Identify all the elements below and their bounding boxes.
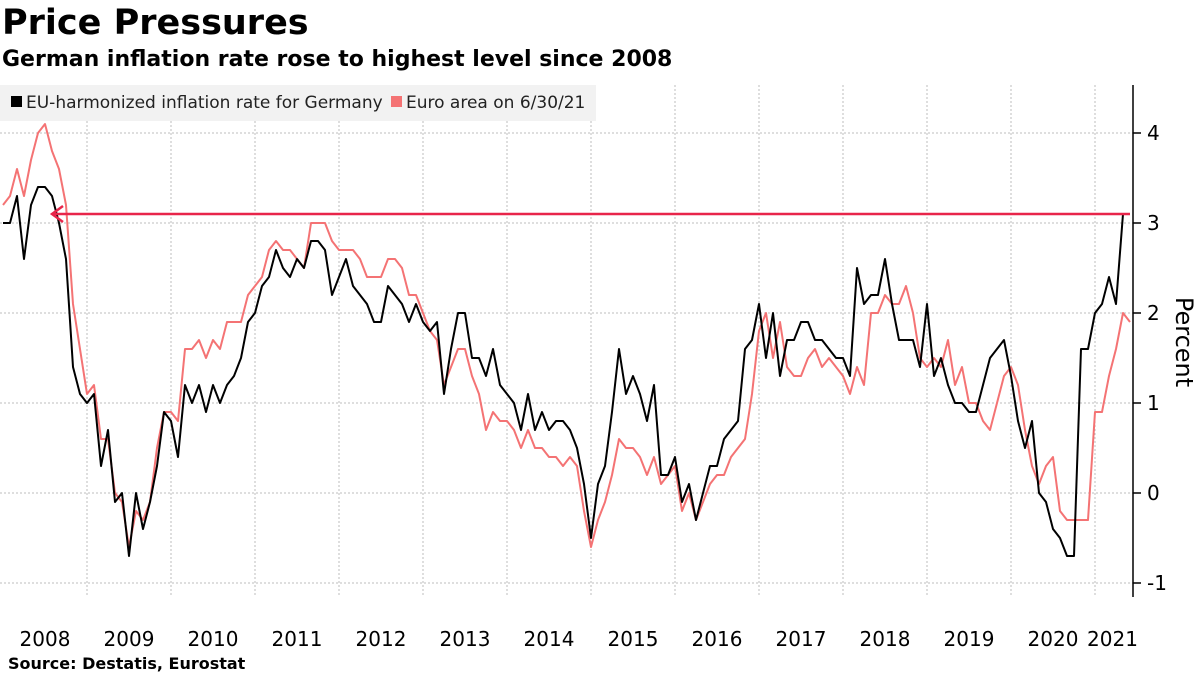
x-tick-label: 2009 xyxy=(104,627,155,651)
legend-label: Euro area on 6/30/21 xyxy=(406,93,585,113)
y-tick-label: -1 xyxy=(1147,571,1167,595)
legend-swatch xyxy=(11,96,22,107)
y-tick-label: 2 xyxy=(1147,301,1160,325)
x-axis: 2008 2009 2010 2011 2012 2013 2014 2015 2016 2017… xyxy=(20,627,1138,651)
x-tick-label: 2015 xyxy=(608,627,659,651)
x-tick-label: 2020 xyxy=(1028,627,1079,651)
legend: EU-harmonized inflation rate for Germany… xyxy=(0,85,596,121)
x-tick-label: 2014 xyxy=(524,627,575,651)
series-euro-area xyxy=(2,123,1131,548)
x-tick-label: 2008 xyxy=(20,627,71,651)
y-tick-label: 3 xyxy=(1147,211,1160,235)
x-tick-label: 2012 xyxy=(356,627,407,651)
chart-subtitle: German inflation rate rose to highest le… xyxy=(2,47,673,72)
y-axis-label: Percent xyxy=(1170,297,1198,387)
legend-box xyxy=(0,85,596,121)
y-tick-label: 4 xyxy=(1147,121,1160,145)
annotation xyxy=(49,204,1130,224)
source-note: Source: Destatis, Eurostat xyxy=(8,654,246,673)
legend-item-germany: EU-harmonized inflation rate for Germany xyxy=(11,93,383,113)
x-tick-label: 2018 xyxy=(860,627,911,651)
x-tick-label: 2010 xyxy=(188,627,239,651)
x-tick-label: 2013 xyxy=(440,627,491,651)
legend-item-euro-area: Euro area on 6/30/21 xyxy=(391,93,585,113)
x-tick-label: 2017 xyxy=(776,627,827,651)
series-lines xyxy=(2,123,1131,557)
legend-label: EU-harmonized inflation rate for Germany xyxy=(26,93,383,113)
series-germany xyxy=(3,186,1124,557)
x-tick-label: 2019 xyxy=(944,627,995,651)
arrow-head xyxy=(49,204,64,224)
grid xyxy=(0,85,1133,597)
chart-title: Price Pressures xyxy=(2,3,309,43)
y-axis: -1 0 1 2 3 4 xyxy=(1132,85,1167,597)
legend-swatch xyxy=(391,96,402,107)
x-tick-label: 2016 xyxy=(692,627,743,651)
y-tick-label: 0 xyxy=(1147,481,1160,505)
y-tick-label: 1 xyxy=(1147,391,1160,415)
x-tick-label: 2021 xyxy=(1087,627,1138,651)
x-tick-label: 2011 xyxy=(272,627,323,651)
